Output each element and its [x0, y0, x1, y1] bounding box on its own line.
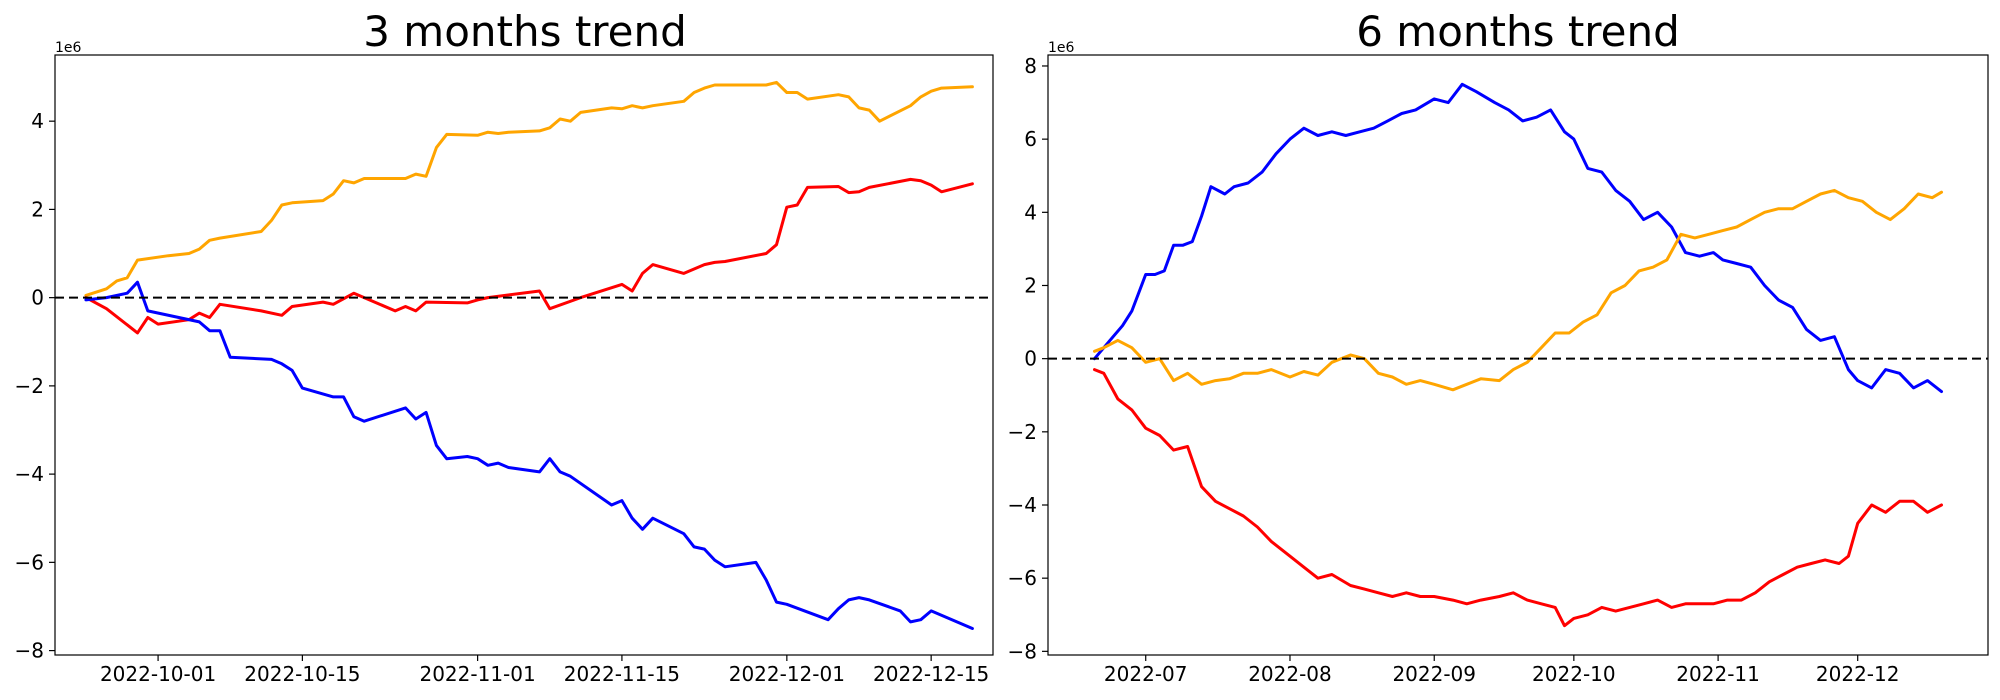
x-tick-label: 2022-11-15	[564, 662, 680, 686]
x-tick-label: 2022-12-01	[729, 662, 845, 686]
y-tick-label: −2	[15, 374, 44, 398]
y-tick-label: −8	[15, 639, 44, 663]
x-tick-label: 2022-08	[1248, 662, 1332, 686]
x-tick-label: 2022-11	[1676, 662, 1760, 686]
y-tick-label: 0	[1024, 347, 1037, 371]
y-tick-label: 8	[1024, 54, 1037, 78]
chart-3-months-trend: 3 months trend 1e6 −8 −6 −4 −2 0 2 4 2022-10-01…	[15, 7, 994, 686]
series-line-0	[1093, 82, 1943, 394]
y-tick-label: −4	[15, 462, 44, 486]
y-tick-label: −8	[1008, 639, 1037, 663]
y-tick-label: −6	[1008, 566, 1037, 590]
chart-title: 6 months trend	[1356, 7, 1680, 56]
y-tick-label: 2	[1024, 273, 1037, 297]
y-axis-offset-label: 1e6	[55, 40, 82, 56]
series-line-0	[84, 80, 974, 297]
chart-title: 3 months trend	[363, 7, 687, 56]
y-tick-label: 4	[31, 109, 44, 133]
x-tick-label: 2022-10-01	[100, 662, 216, 686]
y-tick-label: 4	[1024, 200, 1037, 224]
y-tick-label: 0	[31, 286, 44, 310]
series-line-2	[84, 280, 974, 630]
y-tick-label: −2	[1008, 420, 1037, 444]
series-line-2	[1093, 368, 1943, 628]
x-tick-label: 2022-10-15	[244, 662, 360, 686]
plot-frame	[1047, 54, 1989, 656]
y-axis-offset-label: 1e6	[1048, 40, 1075, 56]
y-tick-label: −4	[1008, 493, 1037, 517]
chart-6-months-trend: 6 months trend 1e6 −8 −6 −4 −2 0 2 4 6 8 2022-07 2…	[1008, 7, 1989, 686]
series-line-1	[84, 177, 974, 335]
x-tick-label: 2022-12-15	[873, 662, 989, 686]
x-tick-label: 2022-07	[1104, 662, 1188, 686]
plot-frame	[54, 54, 994, 656]
y-tick-label: 6	[1024, 127, 1037, 151]
x-tick-label: 2022-10	[1532, 662, 1616, 686]
x-tick-label: 2022-09	[1392, 662, 1476, 686]
series-line-1	[1093, 188, 1943, 392]
y-tick-label: 2	[31, 197, 44, 221]
x-tick-label: 2022-12	[1816, 662, 1900, 686]
x-tick-label: 2022-11-01	[419, 662, 535, 686]
y-tick-label: −6	[15, 550, 44, 574]
